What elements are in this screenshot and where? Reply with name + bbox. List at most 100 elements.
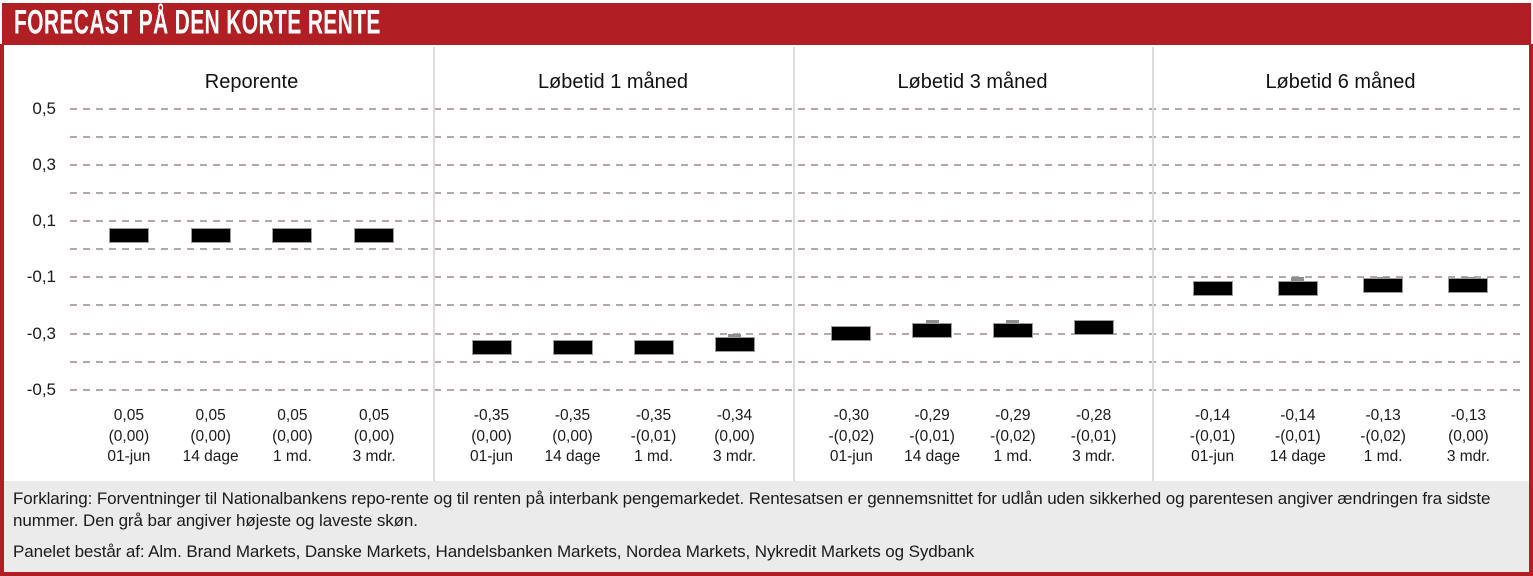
bar-labels: -0,13 (0,00) 3 mdr. <box>1426 406 1511 468</box>
forecast-bar <box>1363 278 1404 294</box>
gridline <box>70 164 1525 167</box>
panel-title: Løbetid 3 måned <box>897 71 1048 93</box>
bar-value-label: -0,30 <box>833 407 870 424</box>
y-tick-label: -0,3 <box>26 323 56 343</box>
bar-change-label: (0,00) <box>353 427 395 445</box>
footer-note: Forklaring: Forventninger til Nationalba… <box>4 481 1529 572</box>
footer-panel-members-text: Panelet består af: Alm. Brand Markets, D… <box>13 542 975 561</box>
bar-change-label: (0,00) <box>108 427 150 445</box>
bar-labels: -0,14 -(0,01) 14 dage <box>1255 406 1340 468</box>
bar-change-label: -(0,01) <box>1070 427 1117 445</box>
forecast-bar <box>471 340 512 356</box>
bar-category-label: 1 md. <box>993 448 1033 465</box>
bar-labels: -0,35 (0,00) 01-jun <box>451 406 532 468</box>
bar-change-label: (0,00) <box>190 427 231 445</box>
forecast-bar <box>552 340 593 356</box>
y-tick-label: 0,1 <box>32 211 56 231</box>
y-tick-label: -0,5 <box>26 379 56 399</box>
bar-labels: -0,29 -(0,01) 14 dage <box>892 406 973 468</box>
bar-category-label: 14 dage <box>1269 448 1326 465</box>
bar-labels: -0,35 (0,00) 14 dage <box>532 406 613 468</box>
y-tick-label: 0,3 <box>32 155 56 175</box>
bar-change-label: -(0,01) <box>1275 427 1321 445</box>
bar-change-label: (0,00) <box>714 427 755 445</box>
bar-category-label: 14 dage <box>544 448 601 465</box>
bar-value-label: -0,35 <box>554 407 591 424</box>
bar-value-label: -0,13 <box>1450 407 1487 424</box>
forecast-bar <box>633 340 674 356</box>
y-tick-label: 0,5 <box>32 99 56 118</box>
panel-title: Løbetid 6 måned <box>1265 71 1416 93</box>
bar-change-label: -(0,02) <box>990 427 1036 445</box>
bar-value-label: -0,29 <box>995 407 1031 424</box>
panel-divider <box>433 47 435 481</box>
bar-value-label: -0,35 <box>473 407 510 424</box>
bar-labels: -0,28 -(0,01) 3 mdr. <box>1053 406 1134 468</box>
bar-category-label: 1 md. <box>272 448 312 465</box>
bar-category-label: 01-jun <box>829 448 873 465</box>
panel-title: Reporente <box>204 71 299 93</box>
gridline <box>70 108 1525 110</box>
forecast-bar <box>1073 320 1114 336</box>
forecast-bar <box>272 227 313 243</box>
bar-labels: -0,29 -(0,02) 1 md. <box>973 406 1054 468</box>
bar-value-label: 0,05 <box>113 407 144 424</box>
y-tick-label: -0,1 <box>26 267 56 287</box>
bar-change-label: -(0,01) <box>630 427 677 445</box>
gridline <box>70 248 1525 251</box>
bar-category-label: 14 dage <box>182 448 239 465</box>
gridline <box>70 304 1525 307</box>
bar-value-label: -0,29 <box>914 407 950 424</box>
chart-area: 0,5 0,3 0,1 -0,1 -0,3 -0,5 Reporente 0,05 (0,00)… <box>4 45 1529 481</box>
panel-divider <box>1152 47 1154 481</box>
bar-value-label: -0,35 <box>635 407 672 424</box>
bar-change-label: (0,00) <box>272 427 313 445</box>
gridline <box>70 360 1525 363</box>
bar-labels: -0,14 -(0,01) 01-jun <box>1170 406 1255 468</box>
panel-title: Løbetid 1 måned <box>537 71 689 93</box>
forecast-bar <box>1448 278 1489 294</box>
bar-category-label: 1 md. <box>1363 448 1403 465</box>
bar-value-label: -0,13 <box>1365 407 1401 424</box>
bar-change-label: -(0,02) <box>828 427 875 445</box>
gridline <box>70 276 1525 279</box>
bar-labels: -0,35 -(0,01) 1 md. <box>613 406 694 468</box>
bar-labels: -0,30 -(0,02) 01-jun <box>811 406 892 468</box>
forecast-bar <box>1277 281 1318 297</box>
bar-category-label: 3 mdr. <box>1446 448 1490 465</box>
bar-change-label: (0,00) <box>552 427 593 445</box>
bar-value-label: -0,14 <box>1280 407 1316 424</box>
bar-labels: 0,05 (0,00) 3 mdr. <box>333 406 415 468</box>
bar-value-label: 0,05 <box>277 407 308 424</box>
bar-labels: -0,34 (0,00) 3 mdr. <box>694 406 775 468</box>
forecast-bar <box>714 337 755 353</box>
gridline <box>70 136 1525 139</box>
bar-value-label: -0,14 <box>1194 407 1231 424</box>
bar-category-label: 14 dage <box>904 448 961 465</box>
bar-labels: 0,05 (0,00) 01-jun <box>88 406 170 468</box>
bar-category-label: 1 md. <box>634 448 673 465</box>
bar-value-label: 0,05 <box>359 407 390 424</box>
bar-category-label: 3 mdr. <box>352 448 396 465</box>
bar-change-label: -(0,01) <box>1189 427 1236 445</box>
bar-labels: 0,05 (0,00) 1 md. <box>252 406 334 468</box>
title-banner: FORECAST PÅ DEN KORTE RENTE <box>2 3 1531 44</box>
footer-explanation-text: Forklaring: Forventninger til Nationalba… <box>13 489 1491 530</box>
forecast-bar <box>831 326 872 342</box>
bar-category-label: 01-jun <box>1191 448 1235 465</box>
bar-change-label: (0,00) <box>1448 427 1489 445</box>
forecast-bar <box>992 323 1033 339</box>
bar-labels: -0,13 -(0,02) 1 md. <box>1341 406 1426 468</box>
bar-labels: 0,05 (0,00) 14 dage <box>170 406 252 468</box>
bar-value-label: 0,05 <box>195 407 226 424</box>
bar-category-label: 3 mdr. <box>1072 448 1116 465</box>
forecast-bar <box>1192 281 1233 297</box>
gridline <box>70 388 1525 391</box>
forecast-bar <box>108 227 149 243</box>
forecast-bar <box>190 227 231 243</box>
bar-category-label: 3 mdr. <box>712 448 757 465</box>
bar-value-label: -0,34 <box>716 407 753 424</box>
bar-value-label: -0,28 <box>1075 407 1112 424</box>
bar-category-label: 01-jun <box>469 448 514 465</box>
